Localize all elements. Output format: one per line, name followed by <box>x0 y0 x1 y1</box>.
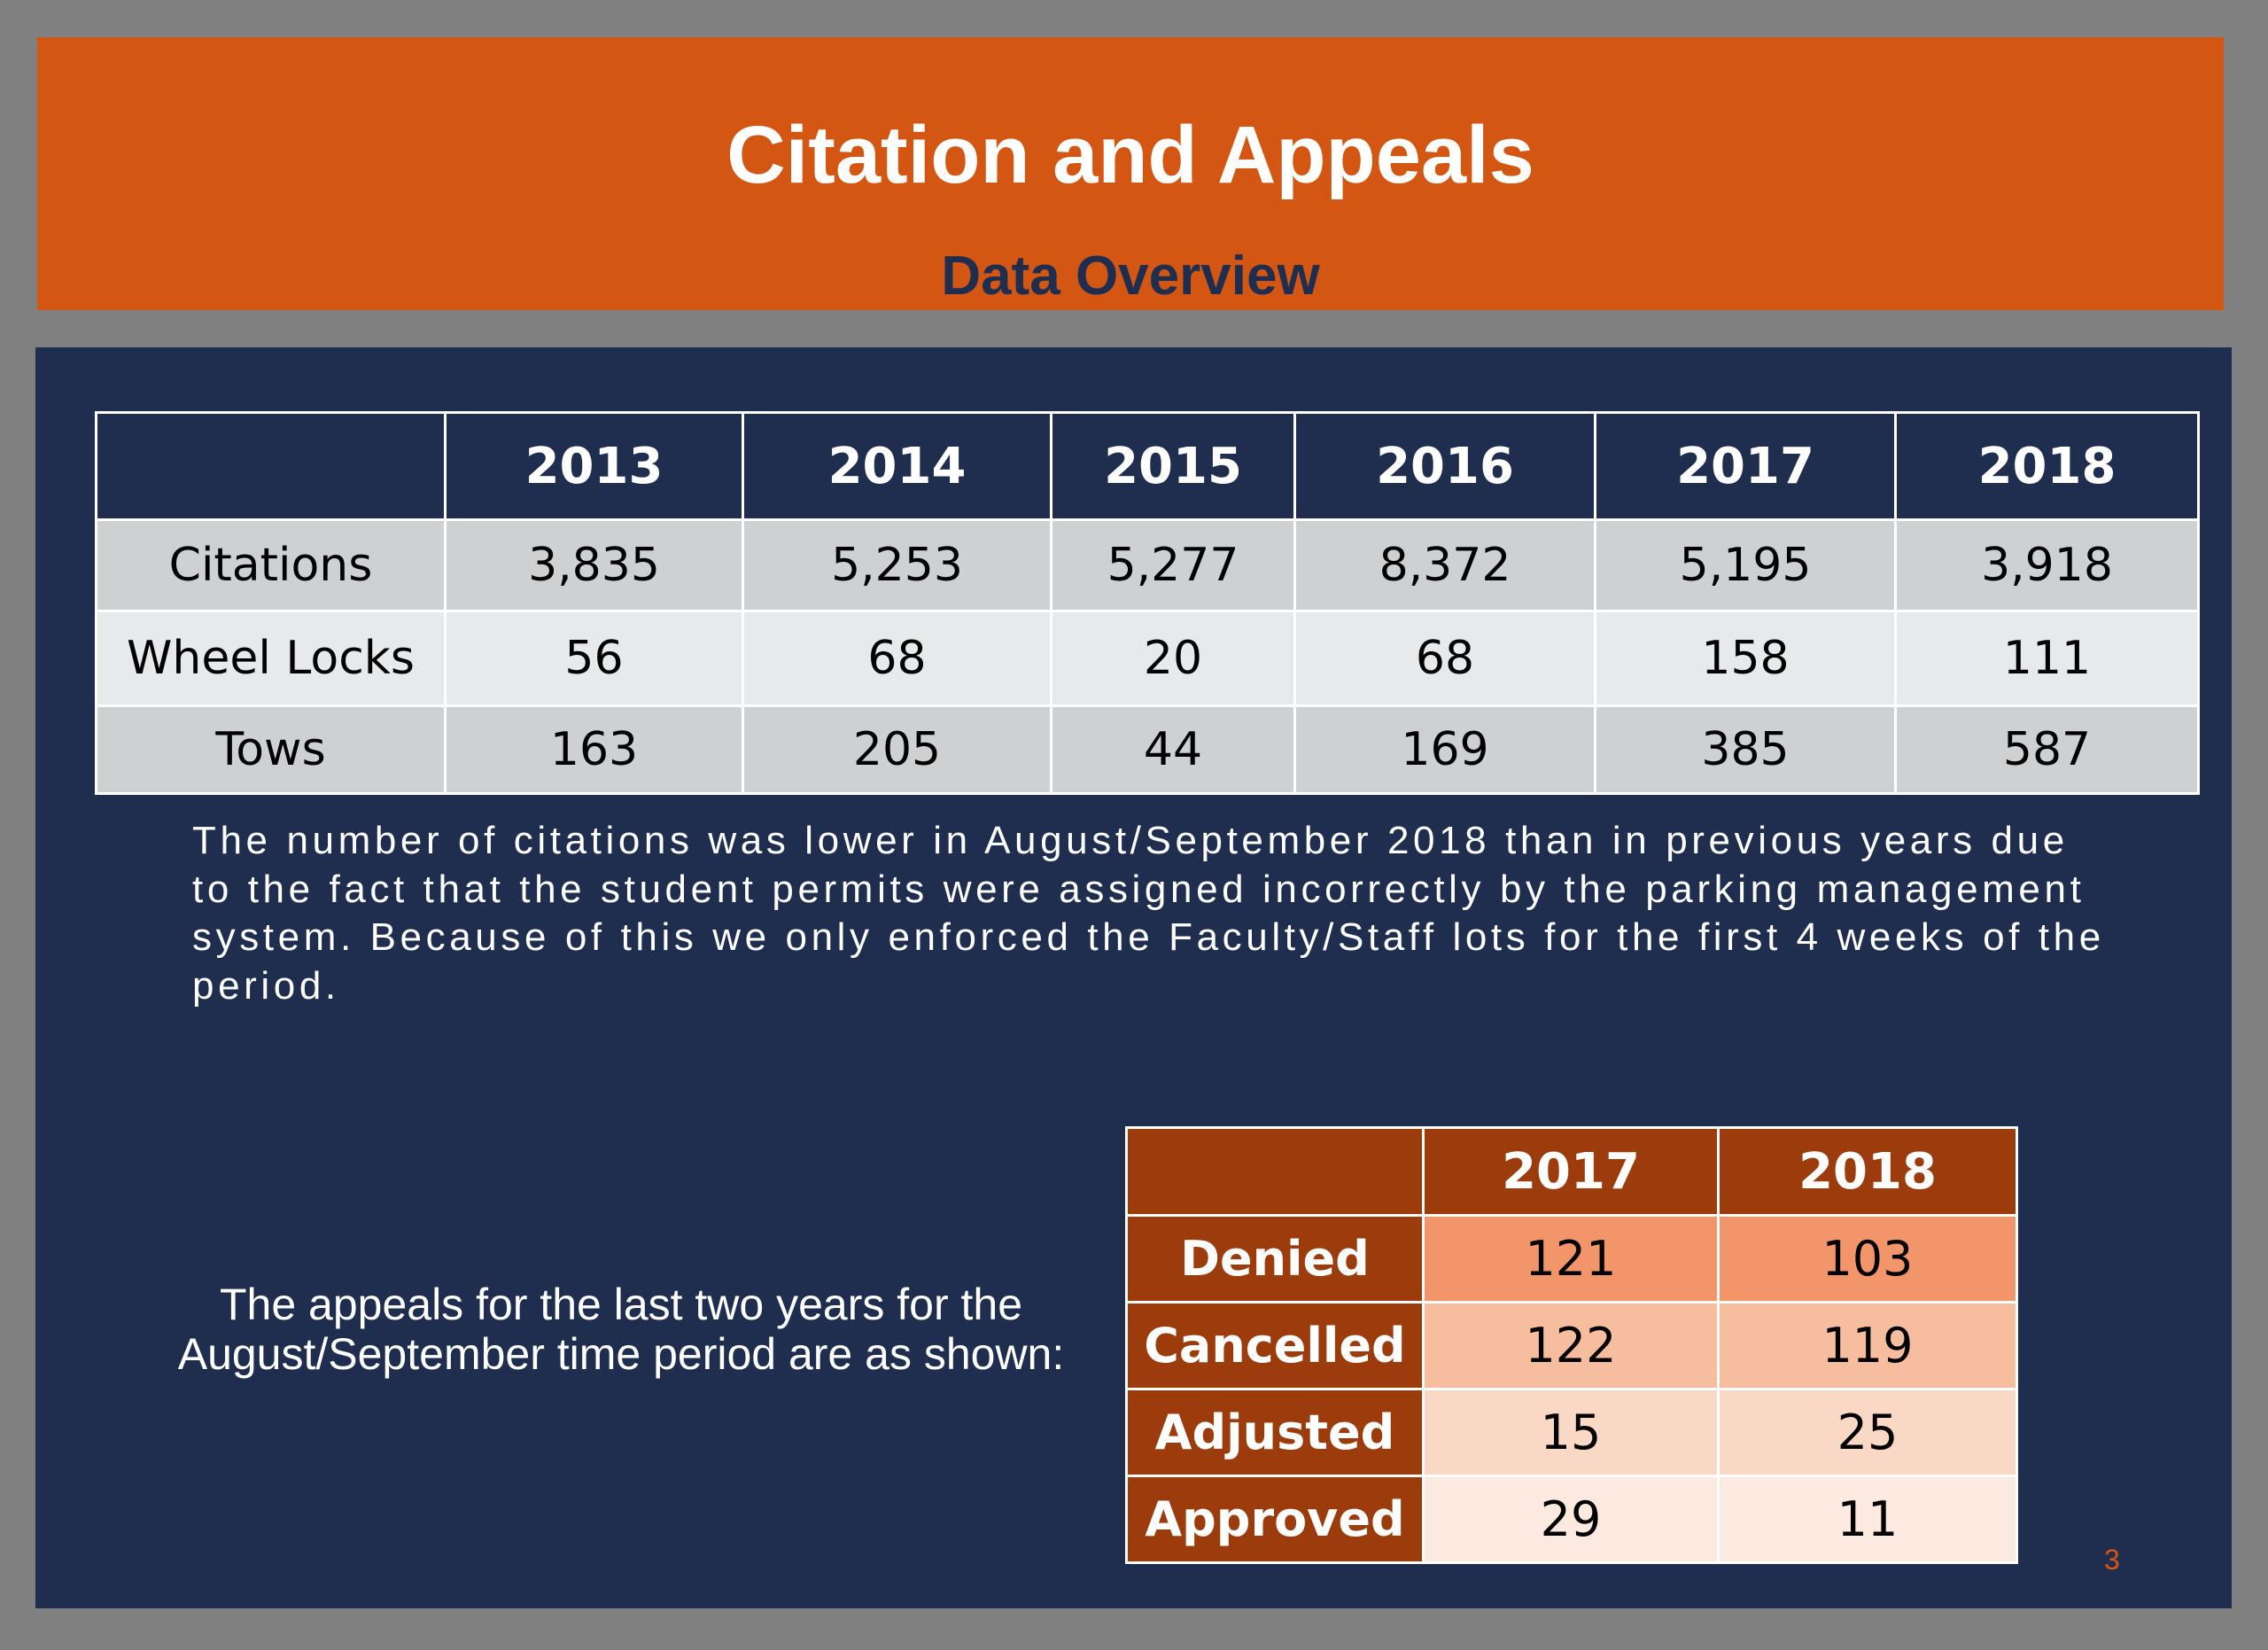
table-cell: 25 <box>1717 1388 2018 1477</box>
table-row: Adjusted 15 25 <box>1125 1388 2018 1477</box>
table-header-row: 2017 2018 <box>1125 1126 2018 1217</box>
appeals-caption: The appeals for the last two years for t… <box>177 1280 1065 1379</box>
appeals-table: 2017 2018 Denied 121 103 Cancelled 122 1… <box>1125 1126 2018 1564</box>
slide-title: Citation and Appeals <box>726 110 1534 200</box>
table-cell: 5,195 <box>1594 518 1897 612</box>
table-cell: 121 <box>1422 1214 1720 1304</box>
table-cell: 44 <box>1050 704 1296 795</box>
table-cell: 68 <box>742 610 1052 707</box>
title-banner: Citation and Appeals Data Overview <box>37 37 2224 310</box>
slide-subtitle: Data Overview <box>941 245 1320 307</box>
row-label: Denied <box>1125 1214 1425 1304</box>
table-row: Wheel Locks 56 68 20 68 158 111 <box>95 610 2200 707</box>
table-cell: 8,372 <box>1293 518 1596 612</box>
citations-note: The number of citations was lower in Aug… <box>192 819 2105 1008</box>
table-cell: 169 <box>1293 704 1596 795</box>
table-cell: 122 <box>1422 1301 1720 1390</box>
table-header-row: 2013 2014 2015 2016 2017 2018 <box>95 411 2200 521</box>
table-row: Tows 163 205 44 169 385 587 <box>95 704 2200 795</box>
table-cell: 111 <box>1894 610 2200 707</box>
header-cell: 2013 <box>444 411 744 521</box>
table-cell: 3,835 <box>444 518 744 612</box>
table-cell: 20 <box>1050 610 1296 707</box>
table-cell: 56 <box>444 610 744 707</box>
table-cell: 5,277 <box>1050 518 1296 612</box>
table-cell: 158 <box>1594 610 1897 707</box>
table-cell: 587 <box>1894 704 2200 795</box>
header-cell: 2016 <box>1293 411 1596 521</box>
table-cell: 5,253 <box>742 518 1052 612</box>
table-cell: 15 <box>1422 1388 1720 1477</box>
table-cell: 29 <box>1422 1475 1720 1564</box>
table-cell: 103 <box>1717 1214 2018 1304</box>
row-label: Citations <box>95 518 447 612</box>
row-label: Tows <box>95 704 447 795</box>
header-cell: 2017 <box>1422 1126 1720 1217</box>
row-label: Wheel Locks <box>95 610 447 707</box>
header-cell: 2018 <box>1894 411 2200 521</box>
header-cell <box>95 411 447 521</box>
table-row: Approved 29 11 <box>1125 1475 2018 1564</box>
table-row: Cancelled 122 119 <box>1125 1301 2018 1390</box>
row-label: Approved <box>1125 1475 1425 1564</box>
header-cell: 2018 <box>1717 1126 2018 1217</box>
table-cell: 205 <box>742 704 1052 795</box>
table-cell: 68 <box>1293 610 1596 707</box>
table-cell: 11 <box>1717 1475 2018 1564</box>
table-row: Citations 3,835 5,253 5,277 8,372 5,195 … <box>95 518 2200 612</box>
citations-table: 2013 2014 2015 2016 2017 2018 Citations … <box>95 411 2200 795</box>
table-cell: 3,918 <box>1894 518 2200 612</box>
table-cell: 119 <box>1717 1301 2018 1390</box>
header-cell: 2015 <box>1050 411 1296 521</box>
header-cell: 2017 <box>1594 411 1897 521</box>
table-row: Denied 121 103 <box>1125 1214 2018 1304</box>
table-cell: 385 <box>1594 704 1897 795</box>
header-cell: 2014 <box>742 411 1052 521</box>
table-cell: 163 <box>444 704 744 795</box>
header-cell <box>1125 1126 1425 1217</box>
row-label: Adjusted <box>1125 1388 1425 1477</box>
row-label: Cancelled <box>1125 1301 1425 1390</box>
page-number: 3 <box>2104 1544 2120 1576</box>
